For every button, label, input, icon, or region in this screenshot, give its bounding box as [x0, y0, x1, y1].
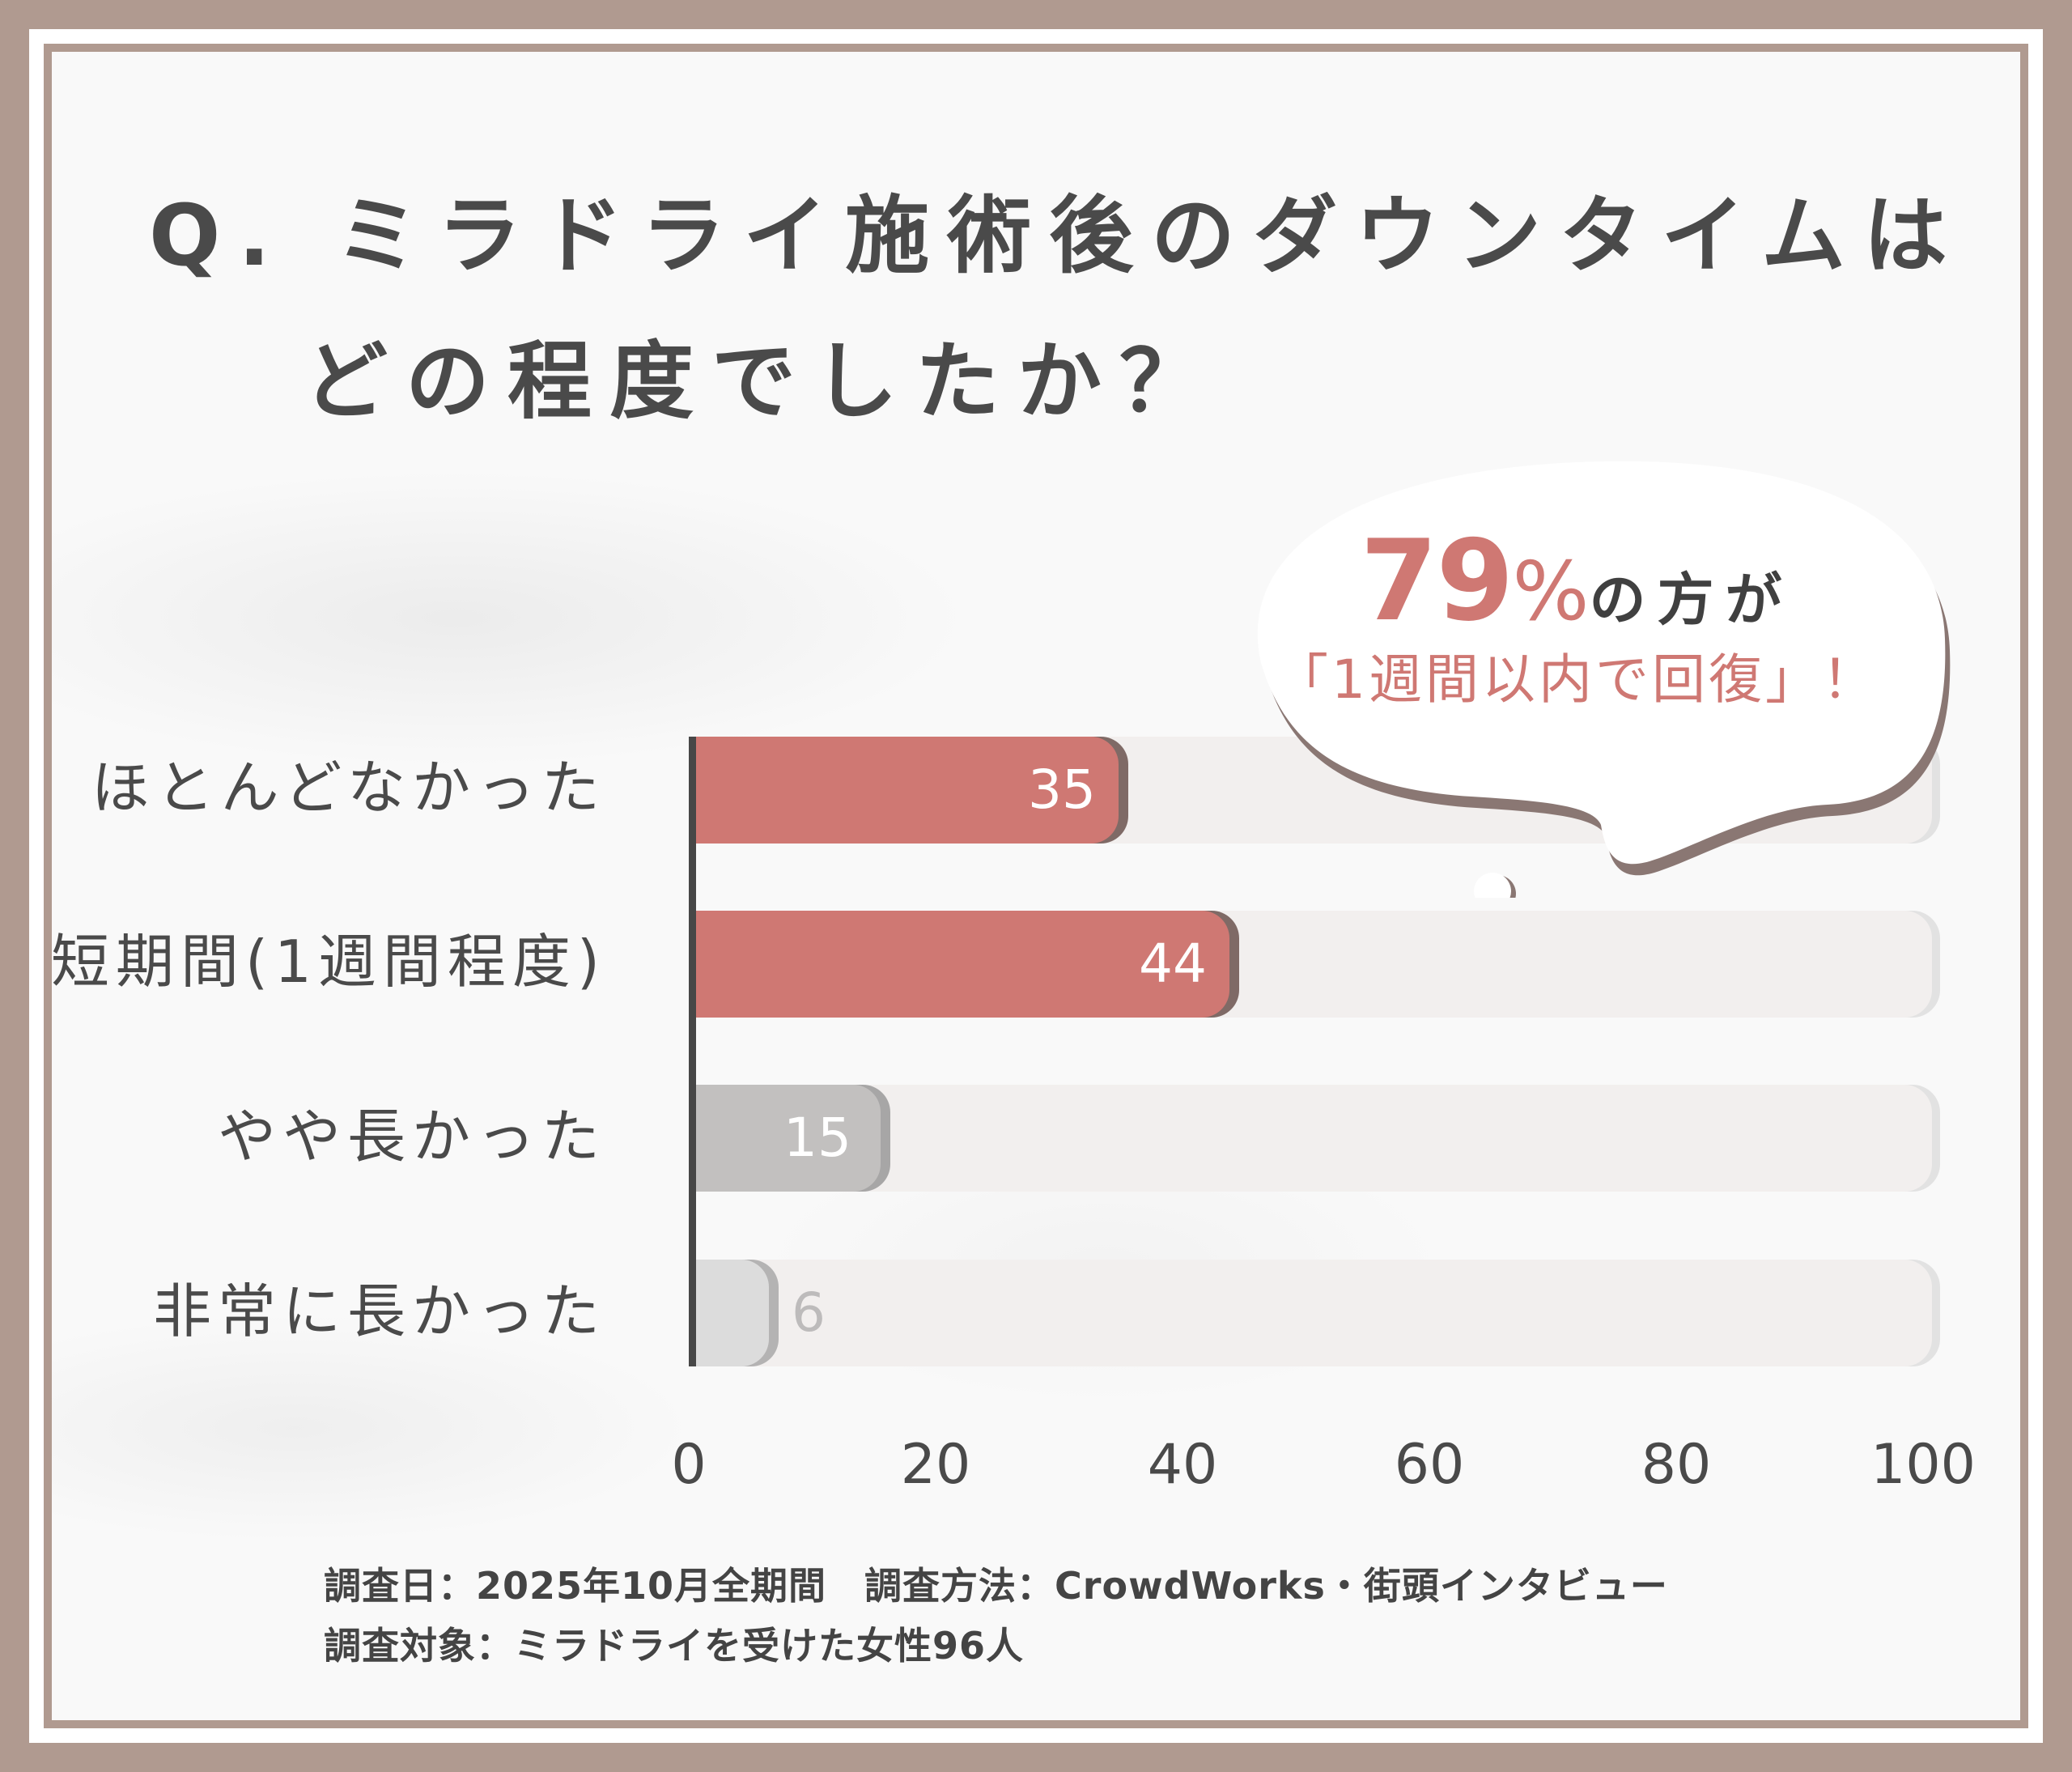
x-tick-label: 80 — [1641, 1433, 1712, 1497]
x-tick-label: 40 — [1147, 1433, 1218, 1497]
category-label: やや長かった — [217, 1103, 606, 1171]
callout-percent-sign: % — [1512, 544, 1590, 639]
bar-hijou-ni-nagakatta — [696, 1260, 769, 1366]
x-tick-label: 100 — [1870, 1433, 1976, 1497]
bar-value-label: 6 — [792, 1281, 826, 1344]
category-label: 短期間(1週間程度) — [52, 928, 606, 996]
bar-track — [696, 1085, 1932, 1192]
x-tick-label: 0 — [671, 1433, 707, 1497]
bar-track — [696, 1260, 1932, 1366]
speech-bubble-shape — [1257, 461, 1951, 898]
x-tick-label: 20 — [900, 1433, 971, 1497]
question-title-line2: どの程度でしたか？ — [304, 332, 1222, 431]
bar-value-label: 15 — [783, 1107, 851, 1169]
question-title-line1: Q. ミラドライ施術後のダウンタイムは — [149, 186, 1966, 285]
y-axis-line — [689, 737, 696, 1366]
chart-canvas: Q. ミラドライ施術後のダウンタイムは どの程度でしたか？ ほとんどなかった 短… — [52, 52, 2020, 1720]
callout-percent: 79 — [1360, 516, 1514, 646]
survey-info-line2: 調査対象：ミラドライを受けた女性96人 — [324, 1624, 1025, 1668]
bar-tankikan: 44 — [696, 911, 1229, 1018]
bar-hotondo-nakatta: 35 — [696, 737, 1119, 844]
callout-speech-bubble: 79%の方が 「1週間以内で回復」！ — [1196, 396, 1957, 898]
bar-value-label: 44 — [1139, 933, 1207, 995]
bar-yaya-nagakatta: 15 — [696, 1085, 881, 1192]
callout-headline-rest: の方が — [1589, 567, 1794, 633]
category-label: ほとんどなかった — [91, 754, 606, 822]
bar-value-label: 35 — [1028, 759, 1096, 821]
x-tick-label: 60 — [1394, 1433, 1465, 1497]
category-label: 非常に長かった — [152, 1277, 606, 1345]
callout-subline: 「1週間以内で回復」！ — [1275, 648, 1879, 711]
callout-headline: 79%の方が — [1196, 525, 1957, 637]
survey-info-line1: 調査日：2025年10月全期間 調査方法：CrowdWorks・街頭インタビュー — [324, 1564, 1668, 1608]
